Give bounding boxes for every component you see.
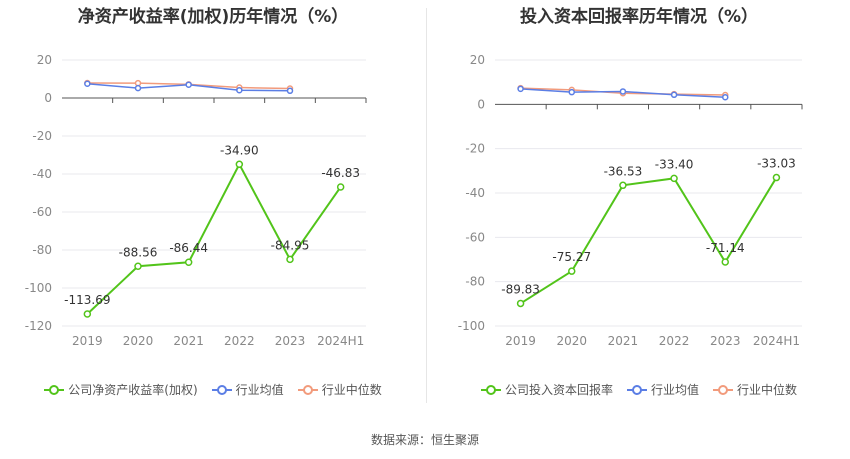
data-point xyxy=(84,80,91,87)
y-tick-label: 20 xyxy=(37,53,52,67)
roic-chart: 20 0 -20 -40 -60 -80 -100 2019 2020 2021 2022 2023 2… xyxy=(458,53,803,348)
data-point xyxy=(185,81,192,88)
legend-item-industry-median[interactable]: 行业中位数 xyxy=(713,381,797,398)
data-source: 数据来源：恒生聚源 xyxy=(370,433,479,447)
legend-label-company-roe: 公司净资产收益率(加权) xyxy=(68,383,198,397)
data-point xyxy=(83,310,92,318)
data-point xyxy=(722,93,729,101)
legend-item-company-roe[interactable]: 公司净资产收益率(加权) xyxy=(44,381,198,398)
legend-label-industry-avg: 行业均值 xyxy=(650,383,699,397)
data-point xyxy=(517,85,524,93)
roe-legend: 公司净资产收益率(加权) 行业均值 行业中位数 xyxy=(0,381,426,398)
roic-legend: 公司投入资本回报率 行业均值 行业中位数 xyxy=(428,381,850,398)
y-tick-label: 20 xyxy=(470,53,485,67)
data-point xyxy=(619,88,627,95)
roic-chart-title: 投入资本回报率历年情况（%） xyxy=(519,7,759,27)
data-label: -46.83 xyxy=(321,166,360,180)
data-point xyxy=(134,262,142,271)
roic-chart-panel: 投入资本回报率历年情况（%） 20 0 -20 -40 -60 -80 -100 2019 20… xyxy=(428,0,850,410)
panel-divider xyxy=(426,8,427,403)
legend-label-industry-median: 行业中位数 xyxy=(737,383,798,397)
y-tick-label: -40 xyxy=(32,167,52,181)
y-tick-label: -120 xyxy=(25,319,52,333)
data-label: -33.40 xyxy=(655,157,694,171)
legend-marker-industry-median-icon xyxy=(297,384,318,395)
y-tick-label: -80 xyxy=(32,243,52,257)
series-line-0 xyxy=(520,177,778,305)
data-point xyxy=(772,173,781,182)
x-tick-label: 2022 xyxy=(659,334,690,348)
legend-marker-company-roic-icon xyxy=(480,384,501,395)
x-tick-label: 2019 xyxy=(72,334,103,348)
data-label: -34.90 xyxy=(220,143,259,157)
data-label: -71.14 xyxy=(706,241,745,255)
x-tick-label: 2021 xyxy=(173,334,204,348)
data-point xyxy=(235,160,244,169)
legend-marker-industry-avg-icon xyxy=(626,384,647,395)
data-point xyxy=(184,258,193,266)
y-tick-label: 0 xyxy=(477,97,485,111)
data-point xyxy=(568,88,575,96)
legend-item-company-roic[interactable]: 公司投入资本回报率 xyxy=(480,381,613,398)
y-tick-label: -40 xyxy=(465,186,485,200)
data-label: -86.44 xyxy=(169,241,208,255)
y-tick-label: -20 xyxy=(32,129,52,143)
data-point xyxy=(286,255,294,264)
roe-chart: 20 0 -20 -40 -60 -80 -100 -120 2019 2020 2021 2022 2… xyxy=(25,53,367,348)
data-label: -89.83 xyxy=(501,282,540,296)
legend-item-industry-avg[interactable]: 行业均值 xyxy=(626,381,699,398)
data-label: -33.03 xyxy=(757,157,796,171)
x-tick-label: 2024H1 xyxy=(317,334,364,348)
data-point xyxy=(619,181,627,190)
x-tick-label: 2022 xyxy=(224,334,255,348)
y-tick-label: -100 xyxy=(458,319,485,333)
data-point xyxy=(721,258,729,266)
data-point xyxy=(670,91,678,99)
legend-marker-company-roe-icon xyxy=(44,384,65,395)
y-tick-label: -100 xyxy=(25,281,52,295)
x-tick-label: 2021 xyxy=(608,334,639,348)
legend-marker-industry-median-icon xyxy=(713,384,733,395)
data-label: -88.56 xyxy=(119,245,158,259)
data-point xyxy=(236,86,243,94)
legend-item-industry-median[interactable]: 行业中位数 xyxy=(297,381,382,398)
data-label: -36.53 xyxy=(604,164,643,178)
legend-label-industry-median: 行业中位数 xyxy=(321,383,382,397)
data-point xyxy=(286,87,294,95)
y-tick-label: -20 xyxy=(465,142,485,156)
data-point xyxy=(516,299,525,308)
legend-marker-industry-avg-icon xyxy=(211,384,232,395)
series-line-0 xyxy=(86,162,342,315)
legend-label-industry-avg: 行业均值 xyxy=(235,383,284,397)
x-tick-label: 2023 xyxy=(275,334,306,348)
legend-label-company-roic: 公司投入资本回报率 xyxy=(504,383,613,397)
data-label: -84.95 xyxy=(271,238,310,252)
data-point xyxy=(336,183,345,191)
x-tick-label: 2024H1 xyxy=(753,334,800,348)
x-tick-label: 2023 xyxy=(710,334,741,348)
y-tick-label: -60 xyxy=(32,205,52,219)
x-tick-label: 2020 xyxy=(123,334,154,348)
data-label: -113.69 xyxy=(64,293,110,307)
y-tick-label: 0 xyxy=(44,91,52,105)
x-tick-label: 2019 xyxy=(505,334,536,348)
data-label: -75.27 xyxy=(552,250,591,264)
y-tick-label: -60 xyxy=(465,230,485,244)
data-point xyxy=(568,267,576,275)
legend-item-industry-avg[interactable]: 行业均值 xyxy=(211,381,284,398)
y-tick-label: -80 xyxy=(465,275,485,289)
roe-chart-title: 净资产收益率(加权)历年情况（%） xyxy=(77,7,349,27)
data-point xyxy=(134,84,142,92)
roe-chart-panel: 净资产收益率(加权)历年情况（%） 20 0 -20 -40 -60 -80 -100 -12… xyxy=(0,0,426,410)
x-tick-label: 2020 xyxy=(556,334,587,348)
data-point xyxy=(670,174,678,183)
